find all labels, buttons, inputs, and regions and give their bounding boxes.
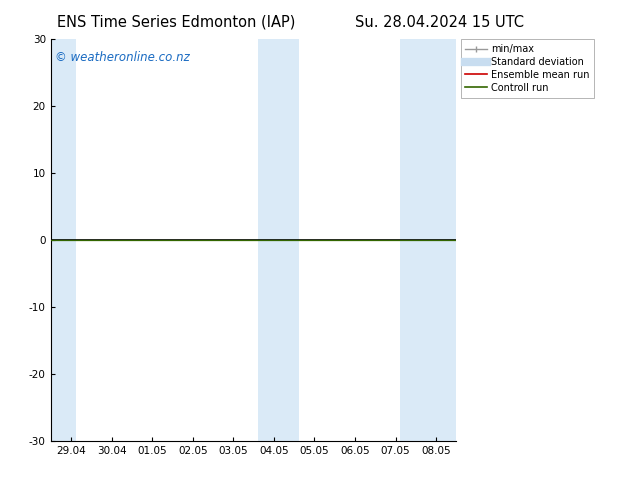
Bar xyxy=(51,39,76,441)
Text: ENS Time Series Edmonton (IAP): ENS Time Series Edmonton (IAP) xyxy=(57,15,295,30)
Bar xyxy=(259,39,299,441)
Legend: min/max, Standard deviation, Ensemble mean run, Controll run: min/max, Standard deviation, Ensemble me… xyxy=(460,39,594,98)
Text: Su. 28.04.2024 15 UTC: Su. 28.04.2024 15 UTC xyxy=(355,15,524,30)
Bar xyxy=(401,39,456,441)
Text: © weatheronline.co.nz: © weatheronline.co.nz xyxy=(55,51,190,64)
